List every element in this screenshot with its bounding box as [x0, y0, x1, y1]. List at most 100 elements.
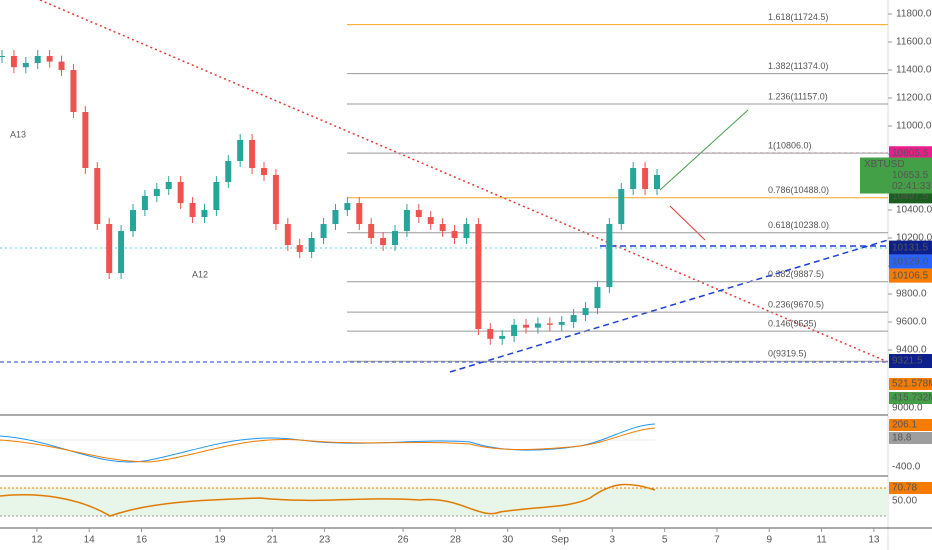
fib-label: 0.146(9535) — [768, 319, 817, 329]
candle — [46, 56, 53, 62]
y-tick-label: 11800.0 — [896, 9, 932, 20]
last-price-mark — [889, 170, 932, 172]
fib-label: 0.786(10488.0) — [768, 185, 829, 195]
candle — [475, 224, 482, 330]
candle — [70, 70, 77, 113]
candle — [237, 140, 244, 162]
candle — [534, 323, 541, 328]
indicator-tag: 9000.0 — [892, 403, 923, 414]
x-tick-label: 11 — [816, 535, 827, 546]
candle — [296, 245, 303, 253]
fib-label: 1(10806.0) — [768, 141, 812, 151]
fib-label: 0(9319.5) — [768, 349, 807, 359]
x-tick-label: 21 — [267, 535, 279, 546]
x-tick-label: 13 — [868, 535, 880, 546]
fib-label: 0.618(10238.0) — [768, 220, 829, 230]
candle — [380, 238, 387, 246]
candle — [451, 231, 458, 239]
price-tag: 9321.5 — [892, 356, 923, 367]
candle — [332, 210, 339, 225]
indicator-tag: 206.1 — [892, 420, 917, 431]
price-tag: 10497.5 — [892, 191, 929, 202]
candle — [177, 182, 184, 204]
indicator-tag: 18.8 — [892, 433, 912, 444]
fib-label: 1.236(11157.0) — [768, 91, 828, 101]
candle — [10, 56, 17, 68]
x-tick-label: Sep — [551, 535, 569, 546]
candle — [618, 189, 625, 225]
candle — [558, 322, 565, 325]
y-tick-label: 11000.0 — [896, 121, 932, 132]
candle — [201, 210, 208, 218]
indicator-tag: -400.0 — [892, 462, 921, 473]
candle — [189, 203, 196, 218]
candle — [82, 112, 89, 169]
price-tag-bg — [889, 268, 932, 283]
candle — [308, 238, 315, 253]
y-tick-label: 9600.0 — [896, 317, 927, 328]
countdown: 02:41:33 — [892, 181, 931, 192]
x-tick-label: 23 — [319, 535, 331, 546]
y-tick-label: 11400.0 — [896, 65, 932, 76]
indicator-tag: 415.732M — [892, 393, 932, 404]
down-arrow — [669, 205, 706, 241]
candle — [165, 182, 172, 190]
candle — [523, 324, 529, 328]
up-trendline — [449, 239, 889, 373]
candle — [272, 175, 279, 225]
candle — [606, 224, 613, 288]
indicator-tag: 70.78 — [892, 483, 917, 494]
down-trendline — [39, 0, 889, 363]
candle — [630, 168, 637, 190]
candle — [213, 182, 220, 211]
price-tag: 10805.5 — [892, 148, 929, 159]
last-price: 10653.5 — [892, 170, 929, 181]
candle — [594, 287, 601, 309]
indicator-tag-bg — [889, 392, 932, 404]
price-tag-bg — [889, 240, 932, 255]
candle — [153, 189, 160, 197]
x-tick-label: 9 — [766, 535, 772, 546]
candle — [415, 210, 422, 218]
price-tag: 10131.5 — [892, 242, 929, 253]
candle — [427, 217, 434, 225]
indicator-tag-bg — [889, 378, 932, 390]
x-tick-label: 28 — [450, 535, 462, 546]
price-tag-bg — [889, 354, 932, 369]
indicator-tag-bg — [889, 432, 932, 444]
candle — [392, 231, 398, 246]
up-arrow — [659, 109, 749, 191]
symbol-label: XBTUSD — [864, 159, 905, 170]
candle — [439, 224, 446, 232]
x-tick-label: 30 — [502, 535, 514, 546]
candle — [368, 224, 375, 239]
x-tick-label: 16 — [136, 535, 148, 546]
candle — [118, 231, 125, 274]
price-tag-bg — [889, 146, 932, 161]
indicator-tag: 521.578M — [892, 379, 932, 390]
y-tick-label: 11200.0 — [896, 93, 932, 104]
candle — [654, 175, 660, 190]
candle — [22, 63, 29, 68]
price-tag-bg — [889, 254, 932, 269]
x-tick-label: 26 — [398, 535, 410, 546]
indicator-tag-bg — [889, 419, 932, 431]
candle — [356, 203, 363, 225]
price-tag: 10129.0 — [892, 256, 929, 267]
candle — [141, 196, 148, 211]
annotation: A13 — [10, 129, 26, 139]
candle — [344, 203, 351, 211]
fib-label: 1.382(11374.0) — [768, 61, 828, 71]
y-tick-label: 10200.0 — [896, 233, 932, 244]
candle — [642, 168, 649, 190]
candle — [249, 140, 256, 169]
x-tick-label: 5 — [662, 535, 668, 546]
candle — [570, 315, 577, 323]
candle — [546, 323, 553, 325]
candle — [225, 161, 232, 183]
candle — [499, 336, 506, 339]
x-tick-label: 3 — [610, 535, 616, 546]
fib-label: 0.236(9670.5) — [768, 300, 824, 310]
candle — [106, 224, 113, 274]
